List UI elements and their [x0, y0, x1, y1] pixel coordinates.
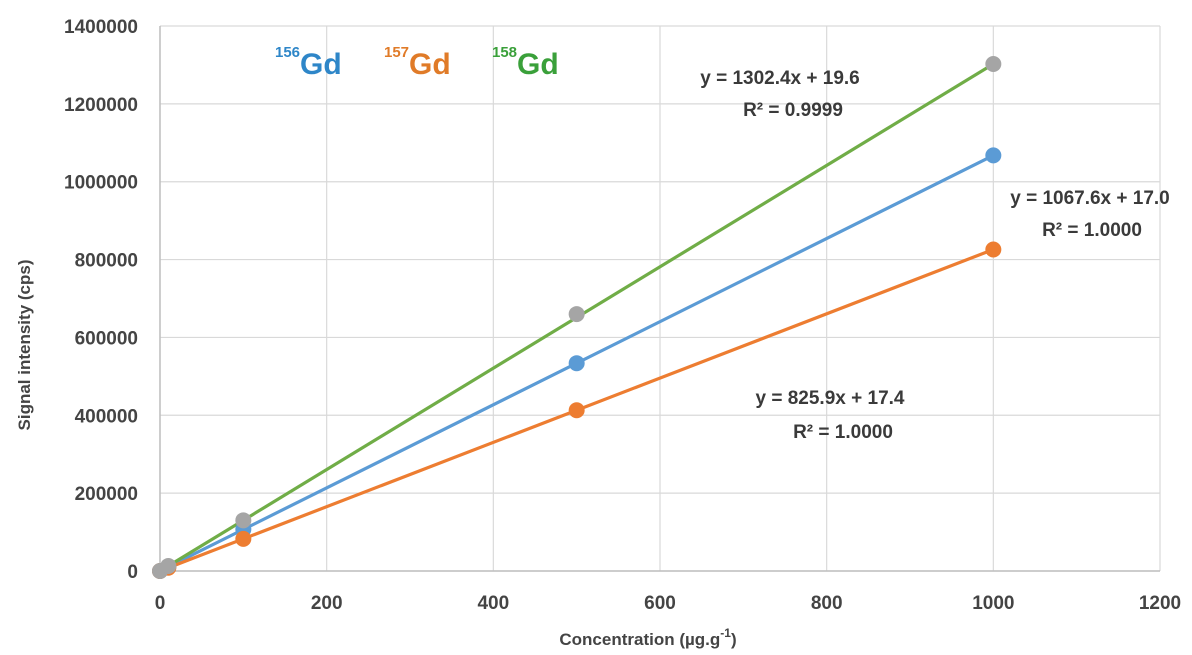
legend-isotope-number: 156	[275, 44, 300, 61]
legend-isotope-number: 157	[384, 44, 409, 61]
axes	[159, 26, 1160, 572]
legend-item-156: 156Gd	[275, 44, 342, 81]
y-tick-label: 1400000	[64, 17, 138, 38]
y-tick-label: 200000	[75, 484, 138, 505]
equation-156: y = 1067.6x + 17.0	[1010, 188, 1170, 209]
x-axis-title: Concentration (µg.g-1)	[559, 626, 736, 649]
r-squared-156: R² = 1.0000	[1042, 220, 1142, 241]
data-point-157	[568, 402, 585, 419]
data-point-156	[985, 147, 1002, 164]
equation-158: y = 1302.4x + 19.6	[700, 68, 860, 89]
data-points	[152, 55, 1002, 579]
tick-labels: 0 200 400 600 800 1000 1200 0 200000 400000 600000…	[64, 17, 1181, 614]
legend-element-symbol: Gd	[517, 48, 559, 81]
data-point-157	[235, 530, 252, 547]
data-point-156	[568, 355, 585, 372]
x-tick-label: 200	[311, 593, 343, 614]
legend: 156Gd 157Gd 158Gd	[275, 44, 559, 81]
data-point-158	[568, 306, 585, 323]
y-tick-label: 0	[127, 562, 138, 583]
x-tick-label: 1200	[1139, 593, 1181, 614]
x-tick-label: 600	[644, 593, 676, 614]
trendline-equations: y = 1067.6x + 17.0 R² = 1.0000 y = 825.9x …	[700, 68, 1170, 443]
legend-item-158: 158Gd	[492, 44, 559, 81]
y-tick-label: 1000000	[64, 173, 138, 194]
legend-isotope-number: 158	[492, 44, 517, 61]
y-axis-title: Signal intensity (cps)	[15, 260, 34, 431]
y-tick-label: 400000	[75, 406, 138, 427]
x-tick-label: 1000	[972, 593, 1014, 614]
x-tick-label: 0	[155, 593, 166, 614]
legend-element-symbol: Gd	[300, 48, 342, 81]
y-tick-label: 800000	[75, 251, 138, 272]
equation-157: y = 825.9x + 17.4	[756, 388, 905, 409]
data-point-158	[160, 557, 177, 574]
data-point-157	[985, 241, 1002, 258]
data-point-158	[985, 55, 1002, 72]
legend-item-157: 157Gd	[384, 44, 451, 81]
r-squared-157: R² = 1.0000	[793, 422, 893, 443]
data-point-158	[235, 512, 252, 529]
legend-element-symbol: Gd	[409, 48, 451, 81]
x-tick-label: 800	[811, 593, 843, 614]
y-tick-label: 600000	[75, 328, 138, 349]
y-tick-label: 1200000	[64, 95, 138, 116]
x-tick-label: 400	[477, 593, 509, 614]
r-squared-158: R² = 0.9999	[743, 100, 843, 121]
grid	[159, 25, 1161, 572]
